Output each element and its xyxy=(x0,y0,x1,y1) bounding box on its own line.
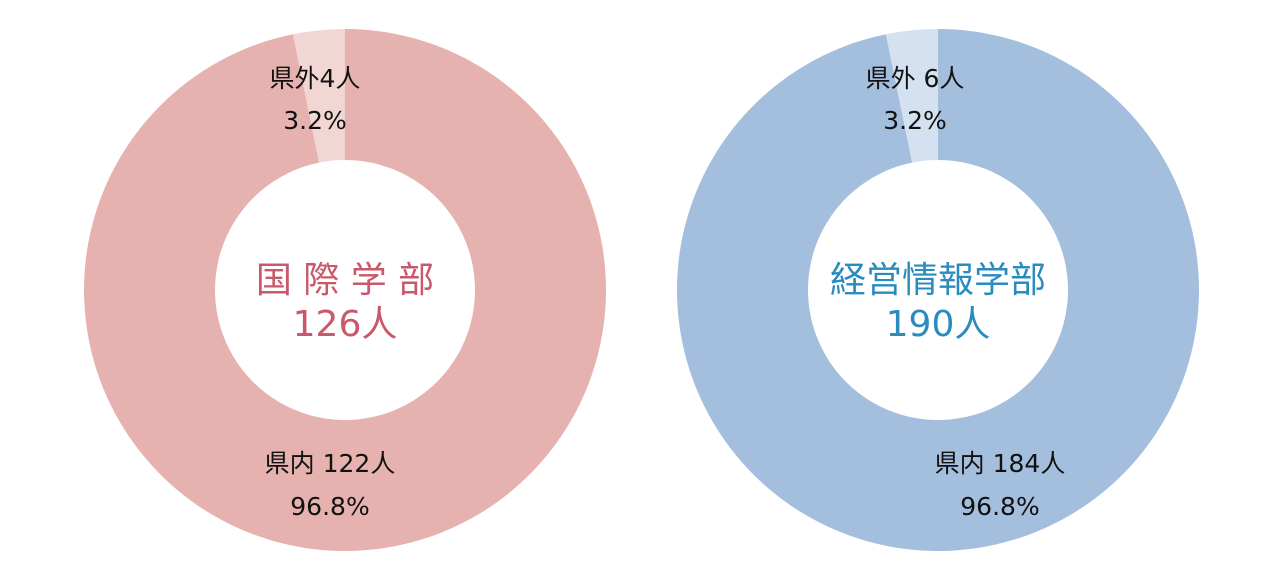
slice-value-label: 96.8% xyxy=(290,492,369,521)
slice xyxy=(677,29,1200,551)
slice-value-label: 96.8% xyxy=(960,492,1039,521)
slice xyxy=(292,29,345,163)
center-title: 国 際 学 部 xyxy=(256,260,434,301)
slice-label: 県外4人 xyxy=(270,64,361,93)
center-total: 190人 xyxy=(886,304,991,345)
slice-label: 県外 6人 xyxy=(866,64,965,93)
center-title: 経営情報学部 xyxy=(830,260,1046,301)
slice-label: 県内 122人 xyxy=(265,449,396,478)
slice-value-label: 3.2% xyxy=(283,106,347,135)
slice-label: 県内 184人 xyxy=(935,449,1066,478)
slice xyxy=(885,29,938,163)
slice-value-label: 3.2% xyxy=(883,106,947,135)
center-total: 126人 xyxy=(293,304,398,345)
slice xyxy=(84,29,607,552)
